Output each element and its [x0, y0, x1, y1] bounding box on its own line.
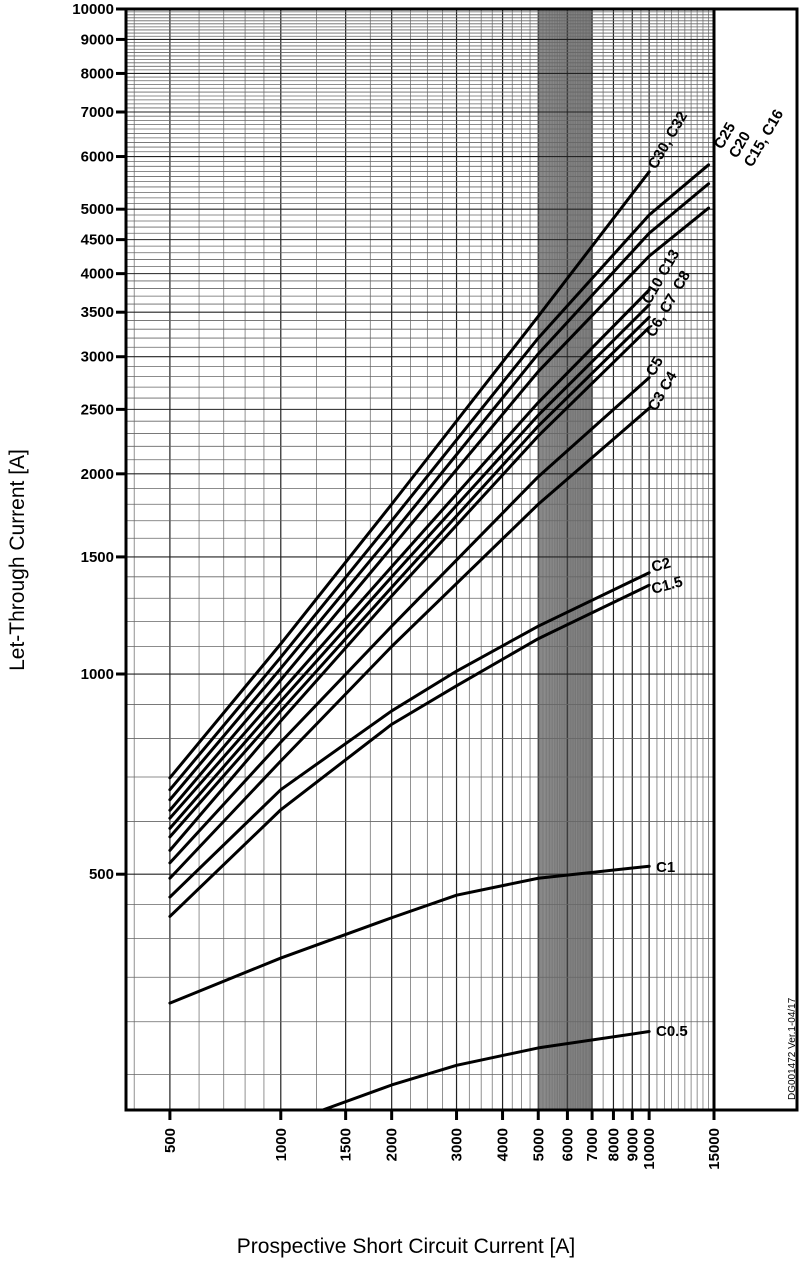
curve-label: C0.5: [656, 1023, 688, 1040]
y-tick-label: 1500: [81, 549, 114, 566]
x-tick-label: 15000: [706, 1128, 723, 1170]
curve-c1-5: [168, 583, 651, 918]
curve-c20: [168, 182, 711, 802]
y-tick-label: 2500: [81, 401, 114, 418]
x-tick-label: 1500: [338, 1128, 355, 1161]
y-tick-label: 500: [89, 866, 114, 883]
x-tick-label: 2000: [384, 1128, 401, 1161]
y-tick-label: 5000: [81, 201, 114, 218]
curve-c10: [168, 303, 651, 830]
x-tick-label: 500: [162, 1128, 179, 1153]
x-tick-label: 7000: [584, 1128, 601, 1161]
curve-label: C2: [650, 554, 673, 575]
curve-c25: [168, 163, 711, 792]
curve-c8: [168, 315, 651, 839]
curve-c13: [168, 288, 651, 820]
curve-label: C30, C32: [645, 109, 691, 172]
curve-c3-c4: [168, 406, 651, 880]
y-tick-label: 4500: [81, 232, 114, 249]
curve-label: C1: [656, 859, 675, 876]
y-tick-label: 9000: [81, 31, 114, 48]
y-tick-labels: 500 1000 1500 2000 2500 3000 3500 4000 4500 5000 6…: [72, 1, 126, 883]
x-tick-label: 9000: [624, 1128, 641, 1161]
y-tick-label: 7000: [81, 104, 114, 121]
curve-c2: [168, 571, 651, 899]
y-tick-label: 6000: [81, 149, 114, 166]
curve-c0-5: [321, 1030, 651, 1112]
x-tick-label: 6000: [559, 1128, 576, 1161]
outer-frame: [124, 7, 799, 1112]
y-tick-label: 3000: [81, 349, 114, 366]
grid: [126, 8, 715, 1110]
y-axis-label: Let-Through Current [A]: [6, 449, 29, 671]
x-tick-label: 1000: [273, 1128, 290, 1161]
x-tick-label: 10000: [641, 1128, 658, 1170]
y-tick-label: 10000: [72, 1, 114, 18]
curve-c6-c7: [168, 325, 651, 852]
y-tick-label: 8000: [81, 65, 114, 82]
curve-c30-c32: [168, 170, 651, 780]
document-code: DG001472 Ver.1-04/17: [787, 997, 798, 1100]
curves: [168, 163, 711, 1112]
x-tick-label: 8000: [605, 1128, 622, 1161]
x-tick-label: 4000: [495, 1128, 512, 1161]
x-tick-label: 5000: [530, 1128, 547, 1161]
y-tick-label: 2000: [81, 466, 114, 483]
x-tick-label: 3000: [449, 1128, 466, 1161]
plot-frame: [124, 7, 799, 1112]
x-tick-labels: 500 1000 1500 2000 3000 4000 5000 6000 7000 8000 9…: [162, 1110, 723, 1170]
y-tick-label: 3500: [81, 304, 114, 321]
y-tick-label: 1000: [81, 666, 114, 683]
y-tick-label: 4000: [81, 266, 114, 283]
curve-c5: [168, 376, 651, 865]
x-axis-label: Prospective Short Circuit Current [A]: [237, 1235, 575, 1258]
curve-c15-c16: [168, 206, 711, 812]
curve-c1: [168, 864, 651, 1005]
